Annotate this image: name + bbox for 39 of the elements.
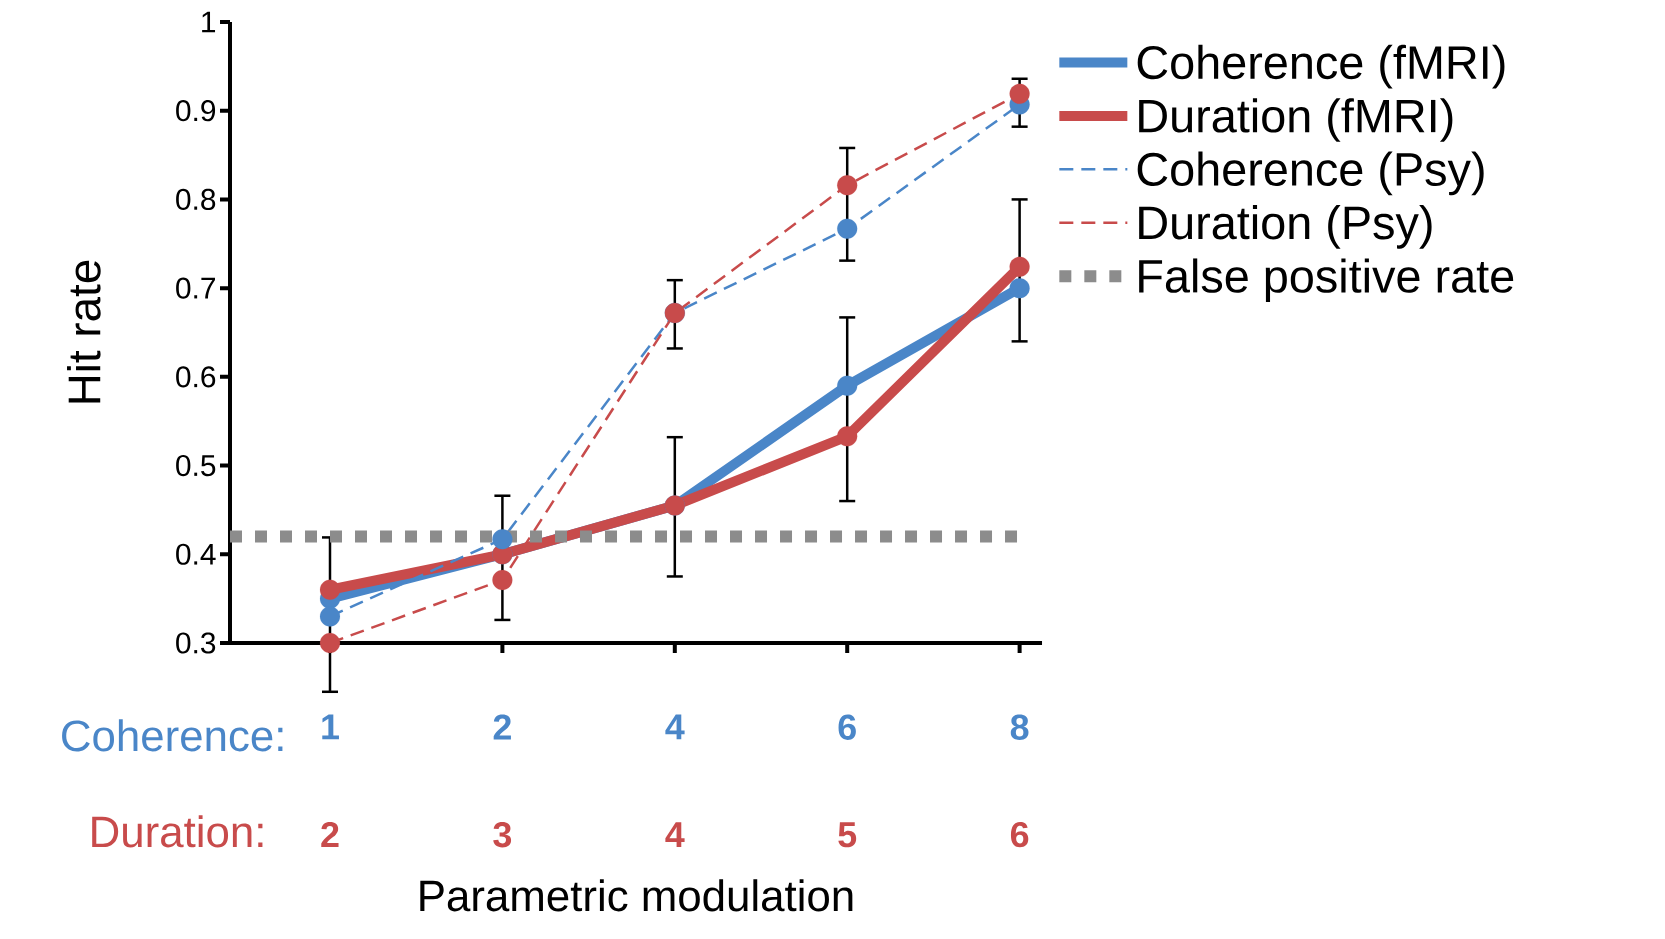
point: [1009, 278, 1030, 299]
point: [1009, 256, 1030, 277]
point: [492, 569, 513, 591]
x-tick-label: 4: [665, 714, 685, 740]
y-tick-label: 1: [202, 11, 216, 33]
x-axis-title: Parametric modulation: [420, 879, 853, 912]
x-tick-label: 1: [322, 714, 339, 740]
text: 5: [838, 822, 857, 848]
y-tick-label: 0.8: [176, 188, 216, 211]
y-tick-label: 0.3: [176, 632, 216, 654]
point: [319, 606, 341, 627]
y-tick-label: 0.4: [176, 543, 216, 565]
legend-label: False positive rate: [1139, 258, 1514, 303]
text: Duration:: [92, 815, 263, 848]
legend-label: Coherence (fMRI): [1137, 44, 1505, 89]
legend-label: Coherence (Psy): [1137, 151, 1484, 196]
point: [1009, 83, 1030, 104]
point: [837, 426, 858, 447]
point: [837, 375, 858, 396]
y-tick-label: 0.7: [176, 277, 215, 299]
point: [319, 632, 341, 654]
y-axis-title: Hit rate: [67, 260, 101, 403]
y-tick-label: 0.9: [176, 100, 216, 122]
text: 3: [493, 821, 512, 848]
point: [837, 218, 858, 239]
x-tick-label: 8: [1010, 714, 1029, 740]
text: 2: [321, 821, 339, 847]
point: [492, 529, 513, 550]
point: [837, 175, 858, 196]
text: 6: [1010, 821, 1029, 848]
legend-label: Duration (fMRI): [1139, 98, 1453, 142]
x-tick-label: 6: [838, 714, 856, 740]
text: Coherence:: [62, 719, 283, 752]
point: [319, 579, 341, 600]
y-tick-label: 0.6: [176, 366, 216, 388]
y-tick-label: 0.5: [176, 454, 216, 477]
legend-label: Duration (Psy): [1139, 205, 1432, 249]
text: 4: [665, 822, 685, 847]
x-tick-label: 2: [493, 714, 511, 740]
